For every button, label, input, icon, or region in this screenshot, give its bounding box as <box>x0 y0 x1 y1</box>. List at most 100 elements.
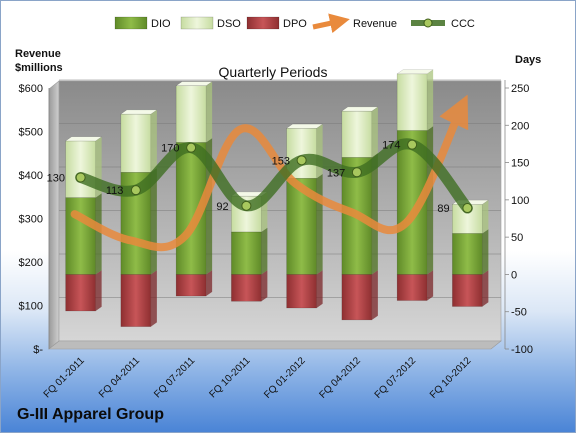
bar-dso-side <box>150 109 157 173</box>
legend-label: DPO <box>283 18 307 30</box>
legend-item-dio: DIO <box>114 16 171 30</box>
ccc-point <box>186 142 197 153</box>
bar-dpo-face <box>120 274 152 327</box>
y-right-tick-label: 200 <box>511 120 529 132</box>
chart-title: Quarterly Periods <box>219 64 328 80</box>
ccc-data-label: 89 <box>437 203 449 215</box>
x-tick-label: FQ 01-2012 <box>262 355 308 401</box>
legend-swatch <box>180 16 214 30</box>
bar-dpo-face <box>396 274 428 301</box>
bar-dio <box>231 227 268 275</box>
bar-top <box>341 106 379 112</box>
bar-dpo-side <box>261 270 268 302</box>
bar-dpo-face <box>341 274 373 321</box>
bar-dso-face <box>341 110 373 158</box>
bar-dso-side <box>482 200 489 234</box>
bar-dso-side <box>206 81 213 143</box>
bar-dio <box>65 193 102 275</box>
y-left-label-line2: $millions <box>15 62 63 74</box>
bar-dso <box>396 69 434 131</box>
bar-dpo-side <box>95 270 102 311</box>
revenue-line <box>70 94 469 252</box>
y-left-tick-label: $500 <box>19 127 43 139</box>
bar-dso <box>175 81 213 143</box>
bar-dpo-side <box>482 270 489 307</box>
bar-dpo-side <box>206 270 213 297</box>
y-left-tick-label: $- <box>33 344 43 356</box>
bar-dpo-side <box>371 270 378 320</box>
ccc-data-label: 92 <box>216 201 228 213</box>
bar-top <box>64 136 103 142</box>
bar-top <box>396 69 434 75</box>
ccc-point <box>351 167 362 178</box>
ccc-point <box>462 203 473 214</box>
right-axis: -100 -50 0 50 100 150 200 250 <box>504 80 533 356</box>
bar-dio <box>452 229 489 275</box>
ccc-point <box>75 172 86 183</box>
legend-swatch <box>246 16 280 30</box>
bar-top <box>120 109 158 115</box>
bar-dpo <box>452 270 489 307</box>
y-right-label: Days <box>515 54 541 66</box>
x-tick-label: FQ 07-2012 <box>373 355 419 401</box>
bar-dso-side <box>427 69 434 131</box>
y-right-tick-label: -100 <box>511 344 533 356</box>
legend-swatch <box>114 16 148 30</box>
bar-dso <box>286 124 323 179</box>
ccc-data-label: 137 <box>327 167 345 179</box>
y-right-tick-label: 250 <box>511 83 529 95</box>
y-right-tick-label: 50 <box>511 232 523 244</box>
bar-dso-side <box>316 124 323 179</box>
y-right-tick-label: 100 <box>511 195 529 207</box>
bar-dio-face <box>65 197 96 275</box>
bar-dso-side <box>371 106 378 158</box>
ccc-line: 130 113 170 92 153 137 174 89 <box>47 138 473 215</box>
x-tick-label: FQ 04-2011 <box>97 355 142 400</box>
bar-dpo <box>65 270 102 312</box>
ccc-data-label: 130 <box>47 172 65 184</box>
y-left-tick-label: $600 <box>19 83 43 95</box>
y-left-tick-label: $300 <box>19 214 43 226</box>
x-tick-label: FQ 04-2012 <box>317 355 363 401</box>
bar-dio-side <box>261 227 268 275</box>
ccc-data-label: 153 <box>272 155 290 167</box>
y-right-tick-label: 150 <box>511 158 529 170</box>
left-axis: $- $100 $200 $300 $400 $500 $600 <box>19 83 50 356</box>
x-axis: FQ 01-2011 FQ 04-2011 FQ 07-2011 FQ 10-2011… <box>42 355 474 401</box>
x-tick-label: FQ 10-2011 <box>208 355 253 400</box>
company-name: G-III Apparel Group <box>17 406 164 423</box>
legend-item-dpo: DPO <box>246 16 307 30</box>
legend-arrow <box>312 13 350 34</box>
ccc-point <box>407 139 418 150</box>
x-tick-label: FQ 07-2011 <box>152 355 197 400</box>
bar-dpo-face <box>65 274 96 312</box>
legend-item-ccc: CCC <box>411 18 475 30</box>
plot-side-wall <box>48 80 60 350</box>
bar-dpo-face <box>231 274 262 302</box>
x-tick-label: FQ 01-2011 <box>42 355 87 400</box>
y-left-label-line1: Revenue <box>15 48 61 60</box>
legend-label: CCC <box>451 18 475 30</box>
legend-marker <box>423 18 433 28</box>
ccc-data-label: 113 <box>106 185 124 197</box>
bar-dpo <box>231 270 268 302</box>
bar-top <box>175 81 213 87</box>
ccc-point <box>130 185 141 196</box>
ccc-point <box>241 200 252 211</box>
y-left-tick-label: $200 <box>19 257 43 269</box>
legend-item-dso: DSO <box>180 16 241 30</box>
y-left-tick-label: $400 <box>19 170 43 182</box>
y-left-tick-label: $100 <box>19 301 43 313</box>
bar-dpo-side <box>427 270 434 301</box>
bar-dso-face <box>396 73 428 131</box>
bar-dso-face <box>65 140 96 198</box>
bar-dpo <box>175 270 213 297</box>
bar-dpo-face <box>286 274 317 309</box>
bar-dpo-side <box>316 270 323 308</box>
revenue-series-line <box>70 94 469 252</box>
legend-label: DSO <box>217 18 241 30</box>
legend: DIO DSO DPO Revenue CCC <box>114 13 475 34</box>
x-tick-label: FQ 10-2012 <box>428 355 474 401</box>
bar-dpo <box>396 270 434 301</box>
